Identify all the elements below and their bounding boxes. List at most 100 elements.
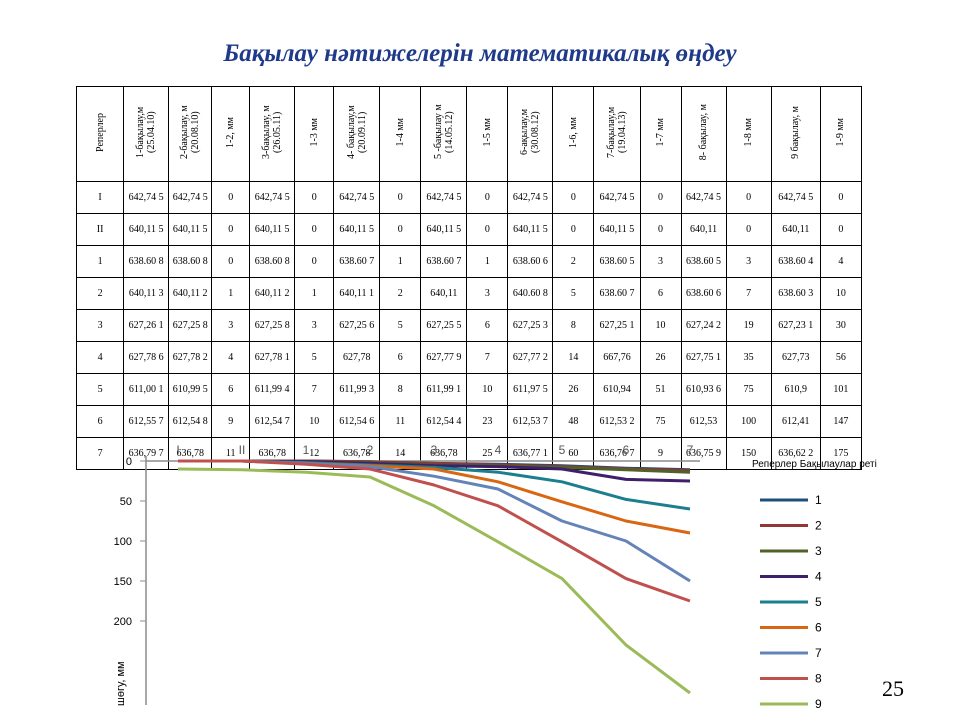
table-cell: 627,25 5: [420, 309, 468, 342]
observation-table: Реперлер 1-бақылау,м (25.04.10) 2-бақылау,…: [75, 86, 863, 470]
table-cell: 640,11 5: [507, 213, 554, 246]
legend-entry-5: 5: [815, 595, 822, 609]
table-cell: 640,11 3: [123, 277, 170, 310]
table-cell: 5: [379, 309, 422, 342]
table-cell: 35: [725, 341, 772, 374]
table-cell: 640.60 8: [507, 277, 554, 310]
table-header-cell: 7-бақылау,м (19.04.13): [593, 86, 641, 182]
x-tick-label: 6: [623, 443, 630, 457]
table-cell: 4: [211, 341, 251, 374]
legend-title: Реперлер Бақылаулар реті: [752, 459, 877, 470]
table-cell: 1: [466, 245, 509, 278]
x-tick-label: 1: [303, 443, 310, 457]
legend-entry-4: 4: [815, 570, 822, 584]
table-cell: 175: [819, 437, 863, 470]
table-row: 3 627,26 1 627,25 8 3 627,25 8 3 627,25 6 5 627,…: [75, 309, 863, 342]
table-body: I 642,74 5 642,74 5 0 642,74 5 0 642,74 5 0 642,…: [75, 181, 863, 470]
series-line-7: [178, 459, 691, 583]
table-cell: 640,11 5: [420, 213, 468, 246]
table-cell: 627,25 6: [333, 309, 381, 342]
table-cell: 101: [819, 373, 863, 406]
table-cell: 667,76: [593, 341, 641, 374]
table-cell: 0: [819, 213, 863, 246]
x-tick-label: 7: [687, 443, 694, 457]
y-tick-label: 150: [114, 576, 132, 588]
table-cell: 636,62 2: [770, 437, 821, 470]
table-cell: 627,78 1: [249, 341, 296, 374]
table-row-label: 2: [75, 277, 125, 310]
table-header-cell: 6-ақылау,м (30.08.12): [507, 86, 554, 182]
table-cell: 627,77 9: [420, 341, 468, 374]
table-cell: 642,74 5: [168, 181, 213, 214]
legend-entry-7: 7: [815, 646, 822, 660]
legend-entry-3: 3: [815, 544, 822, 558]
table-cell: 638.60 5: [593, 245, 641, 278]
table-row-label: 7: [75, 437, 125, 470]
table-row-label: 6: [75, 405, 125, 438]
table-cell: 0: [294, 181, 335, 214]
table-row: 6 612,55 7 612,54 8 9 612,54 7 10 612,54 6 11 61…: [75, 405, 863, 438]
table-header-cell: 9 бақылау, м: [770, 86, 821, 182]
table-cell: 0: [466, 213, 509, 246]
table-cell: 640,11 5: [123, 213, 170, 246]
table-header-cell: 1-4 мм: [379, 86, 422, 182]
legend-entry-8: 8: [815, 672, 822, 686]
table-header-cell: 1-9 мм: [819, 86, 863, 182]
table-row: 4 627,78 6 627,78 2 4 627,78 1 5 627,78 6 627,77…: [75, 341, 863, 374]
table-cell: 150: [725, 437, 772, 470]
chart-axes: [145, 456, 700, 705]
table-cell: 642,74 5: [333, 181, 381, 214]
table-cell: 638.60 4: [770, 245, 821, 278]
table-header-cell: Реперлер: [75, 86, 125, 182]
table-header-cell: 1-3 мм: [294, 86, 335, 182]
table-cell: 640,11 5: [249, 213, 296, 246]
table-cell: 627,78 6: [123, 341, 170, 374]
x-tick-label: 2: [367, 443, 374, 457]
x-tick-label: 5: [559, 443, 566, 457]
table-header-cell: 1-бақылау,м (25.04.10): [123, 86, 170, 182]
table-cell: 0: [294, 213, 335, 246]
table-cell: 627,78: [333, 341, 381, 374]
table-cell: 640,11 5: [333, 213, 381, 246]
table-cell: 100: [725, 405, 772, 438]
table-cell: 7: [294, 373, 335, 406]
table-cell: 638.60 8: [123, 245, 170, 278]
table-cell: 640,11: [680, 213, 727, 246]
table-row-label: 5: [75, 373, 125, 406]
table-cell: 636,75 9: [680, 437, 727, 470]
table-cell: 26: [552, 373, 595, 406]
table-cell: 0: [639, 213, 682, 246]
legend-entry-1: 1: [815, 493, 822, 507]
table-row: 7 636,79 7 636,78 11 636,78 12 636,78 14 636,78 2…: [75, 437, 863, 470]
table-header-cell: 3-бақылау, м (26.05.11): [249, 86, 296, 182]
table-cell: 10: [466, 373, 509, 406]
table-cell: 6: [379, 341, 422, 374]
table-row-label: 4: [75, 341, 125, 374]
table-cell: 627,23 1: [770, 309, 821, 342]
table-cell: 0: [211, 245, 251, 278]
y-axis-label: шөгу, мм: [115, 661, 127, 706]
y-tick-label: 50: [120, 496, 132, 508]
series-line-9: [177, 467, 691, 695]
table-header-cell: 1-8 мм: [725, 86, 772, 182]
table-cell: 612,53 7: [507, 405, 554, 438]
table-cell: 26: [639, 341, 682, 374]
table-header-row: Реперлер 1-бақылау,м (25.04.10) 2-бақылау,…: [75, 86, 863, 182]
table-cell: 638.60 7: [333, 245, 381, 278]
x-tick-label: II: [239, 443, 246, 457]
table-cell: 638.60 6: [507, 245, 554, 278]
table-cell: 0: [379, 213, 422, 246]
table-cell: 7: [466, 341, 509, 374]
chart-legend: Реперлер Бақылаулар реті 1 2 3 4 5 6 7 8 9: [752, 459, 877, 711]
table-cell: 48: [552, 405, 595, 438]
table-cell: 627,25 8: [249, 309, 296, 342]
y-tick-label: 200: [114, 616, 132, 628]
table-cell: 627,73: [770, 341, 821, 374]
table-cell: 3: [294, 309, 335, 342]
x-tick-label: I: [176, 443, 179, 457]
table-cell: 0: [819, 181, 863, 214]
table-cell: 638.60 7: [593, 277, 641, 310]
table-cell: 610,93 6: [680, 373, 727, 406]
table-header-cell: 5 -бақылау м (14.05.12): [420, 86, 468, 182]
